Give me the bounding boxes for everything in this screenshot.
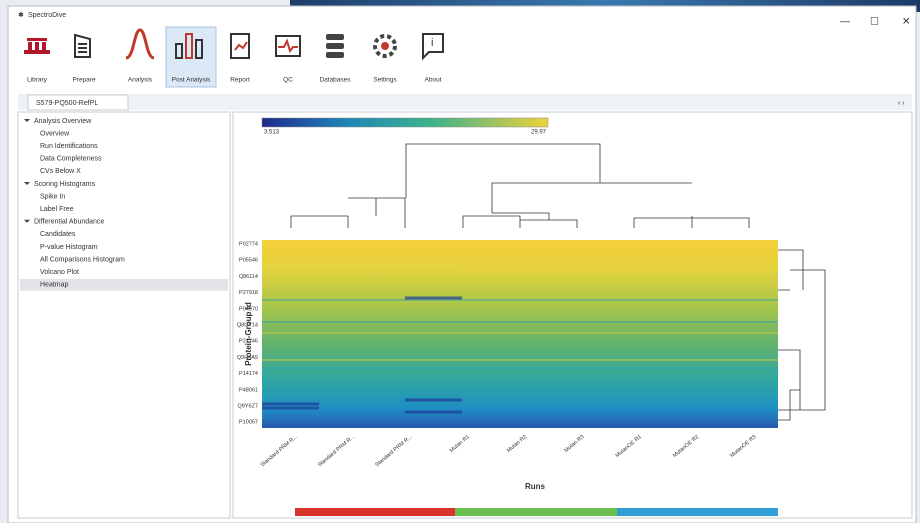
- row-label: P10057: [239, 420, 258, 426]
- y-axis-title: Protein-Group Id: [244, 302, 253, 366]
- app-title: SpectroDive: [28, 12, 66, 19]
- minimize-button[interactable]: —: [840, 17, 850, 28]
- toolbar-label: Post Analysis: [172, 77, 211, 84]
- tree-item[interactable]: Label Free: [40, 206, 74, 213]
- tab-label: S579-PQ500-RefPL: [36, 100, 98, 107]
- app-icon: ✱: [18, 11, 24, 19]
- tree-item[interactable]: Spike In: [40, 193, 65, 200]
- row-label: P05546: [239, 258, 258, 264]
- body: ✱ SpectroDive — ☐ ✕ i LibraryPrepareAnal…: [0, 0, 920, 523]
- toolbar-label: Analysis: [128, 77, 153, 84]
- group-bar: [455, 508, 617, 516]
- color-scale-min: 3.513: [264, 130, 280, 136]
- toolbar-label: QC: [283, 77, 293, 84]
- tree-item[interactable]: Differential Abundance: [34, 219, 104, 226]
- row-label: P14174: [239, 371, 258, 377]
- tree-item[interactable]: Candidates: [40, 231, 76, 238]
- toolbar-label: About: [425, 77, 442, 84]
- color-scale: [262, 118, 548, 127]
- x-axis-title: Runs: [525, 482, 546, 491]
- heatmap-cells: [262, 240, 778, 428]
- tree-item[interactable]: Overview: [40, 130, 70, 137]
- row-label: Q86114: [239, 274, 258, 280]
- tree-item[interactable]: Analysis Overview: [34, 118, 92, 125]
- row-label: P48061: [239, 387, 258, 393]
- tree-item[interactable]: Volcano Plot: [40, 269, 79, 276]
- row-label: P02774: [239, 241, 258, 247]
- group-bar: [295, 508, 455, 516]
- tree-item[interactable]: P-value Histogram: [40, 244, 98, 251]
- page: SpectroDive {"app_title": "SpectroDive",…: [0, 0, 920, 523]
- tree-item[interactable]: Data Completeness: [40, 156, 102, 163]
- row-label: Q9Y6Z7: [238, 403, 258, 409]
- tab-scroll[interactable]: ‹ ›: [898, 100, 905, 107]
- tree-item[interactable]: All Comparisons Histogram: [40, 256, 125, 263]
- row-label: P27918: [239, 290, 258, 296]
- toolbar-label: Prepare: [72, 77, 96, 84]
- toolbar-label: Databases: [319, 77, 351, 84]
- toolbar-label: Report: [230, 77, 250, 84]
- toolbar-label: Library: [27, 77, 48, 84]
- screen: ✱ SpectroDive — ☐ ✕ i LibraryPrepareAnal…: [0, 0, 920, 523]
- tree-item[interactable]: Heatmap: [40, 282, 69, 289]
- tab-bar: [18, 94, 912, 110]
- color-scale-max: 29.97: [531, 130, 547, 136]
- toolbar-label: Settings: [373, 77, 397, 84]
- group-bar: [617, 508, 778, 516]
- maximize-button[interactable]: ☐: [870, 17, 879, 28]
- tree-item[interactable]: Run Identifications: [40, 143, 98, 150]
- tree-item[interactable]: CVs Below X: [40, 168, 81, 175]
- close-button[interactable]: ✕: [902, 17, 910, 28]
- tree-item[interactable]: Scoring Histograms: [34, 181, 96, 188]
